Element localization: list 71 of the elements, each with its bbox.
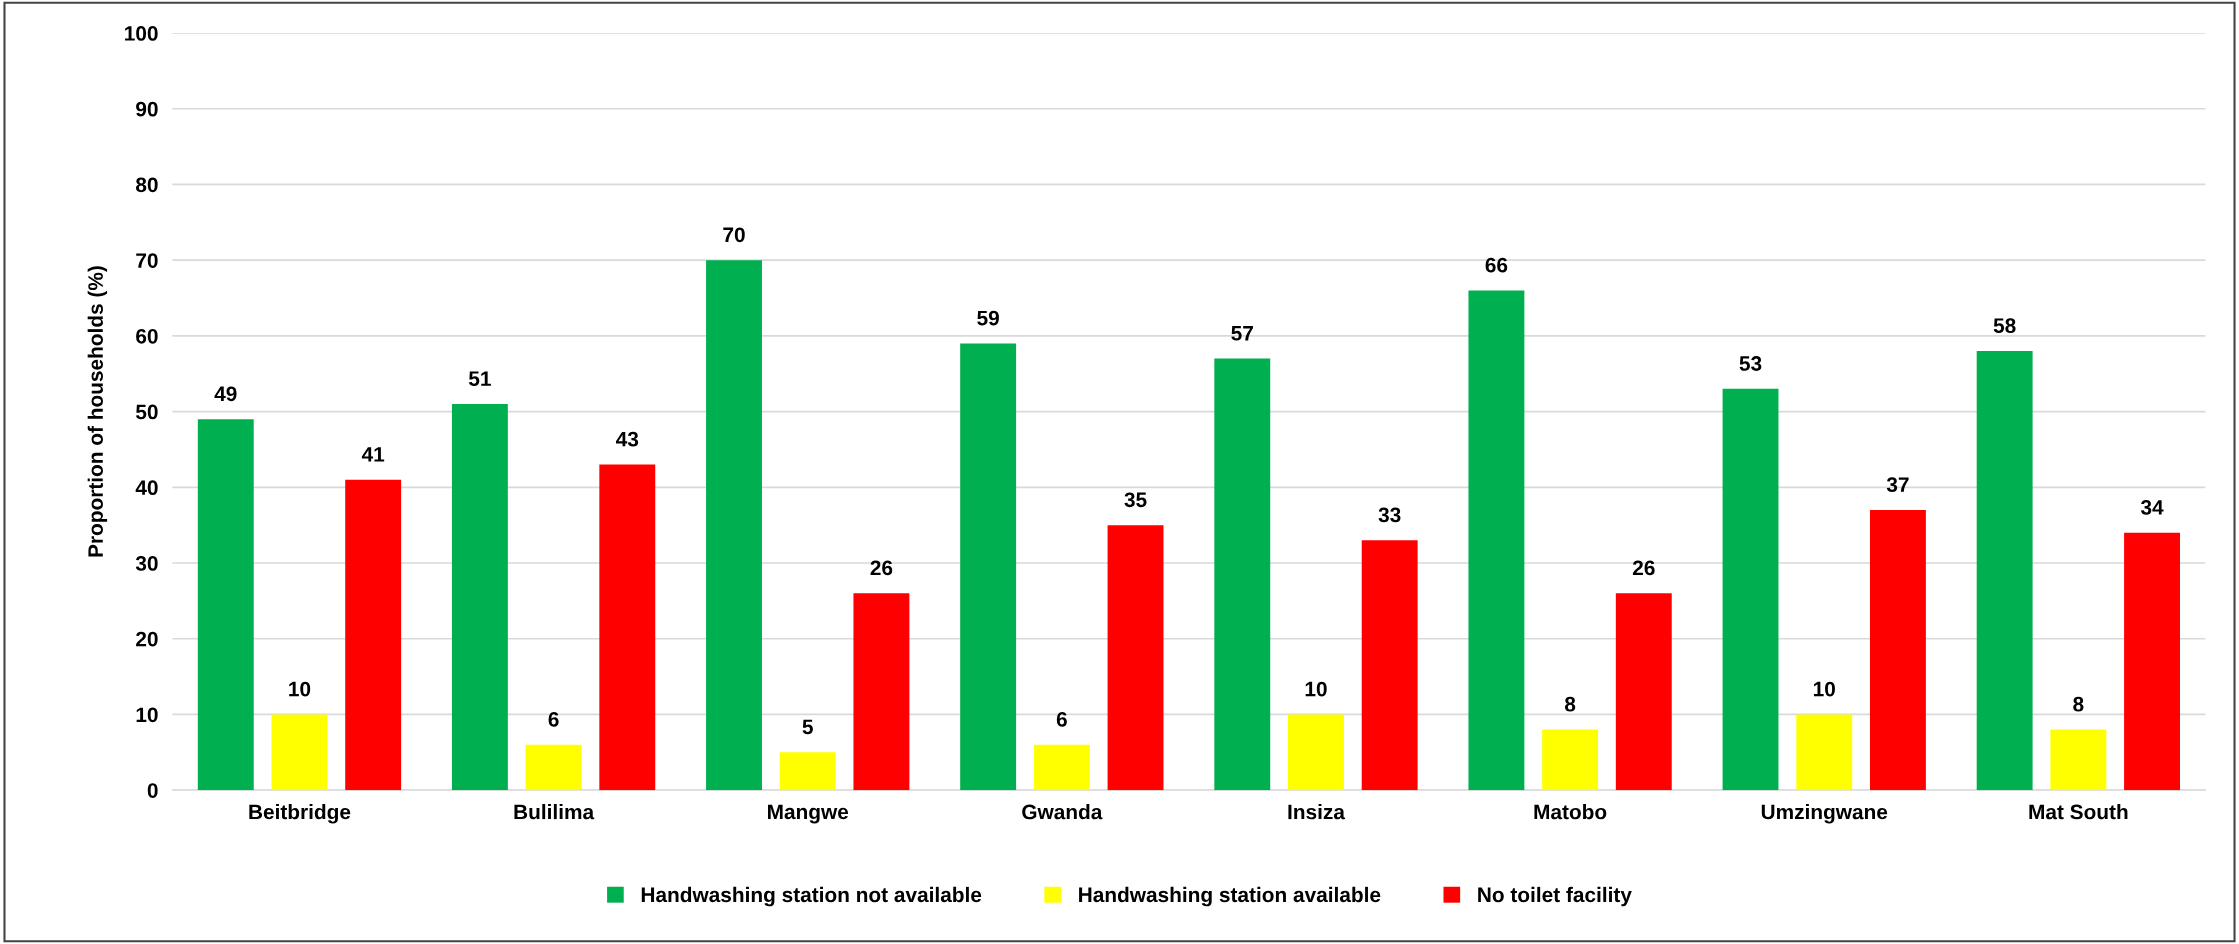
bar — [1615, 593, 1672, 791]
data-label: 70 — [723, 227, 745, 243]
bar — [1288, 714, 1344, 791]
data-label: 59 — [977, 310, 999, 326]
y-tick-label: 20 — [136, 631, 158, 647]
y-tick-label: 30 — [135, 556, 158, 571]
y-tick-label: 40 — [135, 480, 158, 496]
bar — [853, 593, 910, 791]
legend-label: Handwashing station available — [1079, 886, 1381, 907]
y-tick-label: 80 — [136, 177, 158, 193]
bar — [599, 464, 656, 791]
bar — [779, 752, 836, 791]
bar — [706, 260, 762, 791]
bar — [2050, 729, 2107, 791]
data-label: 58 — [1993, 318, 2016, 334]
legend-label: No toilet facility — [1478, 886, 1632, 907]
data-label: 41 — [361, 447, 385, 462]
data-label: 10 — [1813, 681, 1835, 697]
data-label: 6 — [1056, 711, 1067, 727]
bar — [1214, 358, 1271, 791]
x-tick-label: Matobo — [1534, 804, 1607, 820]
bar — [1722, 388, 1779, 791]
y-tick-label: 10 — [136, 707, 158, 723]
data-label: 35 — [1124, 492, 1147, 508]
y-tick-label: 100 — [125, 26, 158, 41]
x-tick-label: Insiza — [1288, 804, 1346, 820]
data-label: 10 — [1305, 681, 1327, 697]
data-label: 49 — [214, 386, 237, 402]
bar — [271, 714, 328, 791]
data-label: 8 — [2073, 696, 2084, 712]
bar — [1869, 510, 1926, 791]
data-label: 37 — [1886, 477, 1909, 493]
bar — [345, 479, 402, 791]
data-label: 8 — [1564, 696, 1576, 712]
data-label: 26 — [870, 560, 893, 576]
x-tick-label: Gwanda — [1022, 804, 1103, 820]
bar — [197, 419, 254, 791]
bar — [2124, 532, 2180, 791]
data-label: 10 — [289, 681, 311, 697]
bar — [525, 744, 582, 791]
x-tick-label: Mangwe — [768, 804, 849, 824]
bar — [1976, 351, 2033, 791]
bar — [1033, 744, 1090, 791]
x-tick-label: Bulilima — [514, 804, 595, 820]
y-axis-title: Proportion of households (%) — [87, 266, 108, 557]
bar — [1361, 540, 1418, 791]
data-label: 51 — [468, 371, 491, 387]
data-label: 5 — [802, 719, 813, 735]
data-label: 6 — [548, 711, 559, 727]
data-label: 57 — [1231, 326, 1253, 341]
bar — [960, 343, 1017, 791]
data-label: 43 — [616, 431, 639, 447]
data-label: 26 — [1632, 560, 1655, 576]
bar — [1468, 290, 1525, 791]
data-label: 66 — [1485, 257, 1508, 273]
bar — [1542, 729, 1599, 791]
y-tick-label: 50 — [135, 404, 158, 420]
y-tick-label: 90 — [136, 101, 158, 117]
y-tick-label: 70 — [136, 253, 158, 268]
y-tick-label: 60 — [136, 328, 158, 344]
bar — [1107, 525, 1164, 791]
data-label: 53 — [1739, 356, 1762, 371]
legend-label: Handwashing station not available — [641, 886, 982, 907]
y-tick-label: 0 — [147, 783, 158, 798]
x-tick-label: Mat South — [2029, 804, 2128, 820]
x-tick-label: Beitbridge — [249, 804, 351, 824]
bar — [451, 404, 508, 791]
data-label: 34 — [2140, 499, 2164, 515]
data-label: 33 — [1378, 507, 1401, 523]
bar — [1796, 714, 1853, 791]
x-tick-label: Umzingwane — [1761, 804, 1888, 824]
